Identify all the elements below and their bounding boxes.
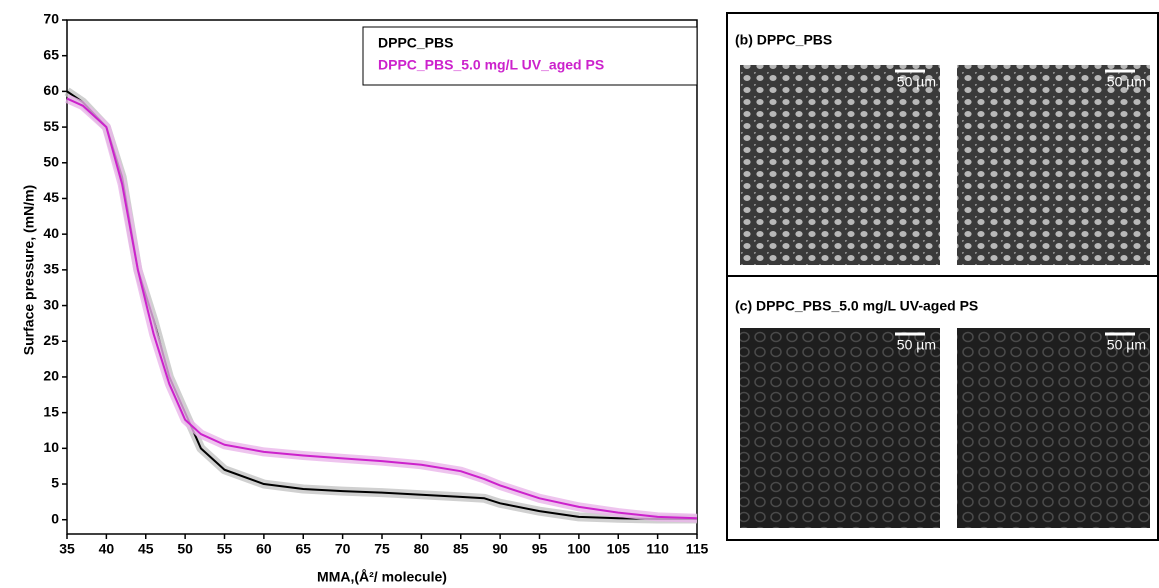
micrograph <box>740 65 940 265</box>
panel-label: (c) DPPC_PBS_5.0 mg/L UV-aged PS <box>735 298 978 314</box>
legend-label: DPPC_PBS_5.0 mg/L UV_aged PS <box>378 57 604 73</box>
x-tick-label: 55 <box>217 541 233 557</box>
y-tick-label: 60 <box>43 82 59 98</box>
y-tick-label: 65 <box>43 46 59 62</box>
y-tick-label: 5 <box>51 475 59 491</box>
x-tick-label: 60 <box>256 541 272 557</box>
x-tick-label: 100 <box>567 541 591 557</box>
line-band <box>64 87 697 524</box>
y-tick-label: 50 <box>43 153 59 169</box>
x-tick-label: 70 <box>335 541 351 557</box>
y-tick-label: 15 <box>43 403 59 419</box>
scale-bar-label: 50 µm <box>897 74 936 90</box>
x-tick-label: 40 <box>99 541 115 557</box>
legend-label: DPPC_PBS <box>378 35 453 51</box>
micrograph <box>957 65 1150 265</box>
y-tick-label: 55 <box>43 118 59 134</box>
x-tick-label: 50 <box>177 541 193 557</box>
y-tick-label: 35 <box>43 261 59 277</box>
y-tick-label: 20 <box>43 368 59 384</box>
line <box>66 97 698 520</box>
x-tick-label: 110 <box>646 541 669 557</box>
line-band <box>65 94 698 523</box>
y-tick-label: 25 <box>43 332 59 348</box>
scale-bar-label: 50 µm <box>1107 74 1146 90</box>
y-tick-label: 30 <box>43 296 59 312</box>
x-tick-label: 35 <box>59 541 75 557</box>
panel-label: (b) DPPC_PBS <box>735 32 832 48</box>
micrograph <box>740 328 940 528</box>
x-tick-label: 85 <box>453 541 469 557</box>
x-tick-label: 45 <box>138 541 154 557</box>
x-tick-label: 95 <box>532 541 548 557</box>
y-tick-label: 70 <box>43 11 59 27</box>
line <box>66 90 697 521</box>
x-tick-label: 75 <box>374 541 390 557</box>
y-tick-label: 40 <box>43 225 59 241</box>
y-axis-label: Surface pressure, (mN/m) <box>21 185 37 355</box>
micrograph <box>957 328 1150 528</box>
scale-bar-label: 50 µm <box>1107 337 1146 353</box>
x-tick-label: 90 <box>492 541 508 557</box>
scale-bar-label: 50 µm <box>897 337 936 353</box>
y-tick-label: 45 <box>43 189 59 205</box>
legend-box <box>362 26 698 86</box>
x-axis-label: MMA,(Å²/ molecule) <box>317 569 447 585</box>
x-tick-label: 80 <box>414 541 430 557</box>
x-tick-label: 105 <box>607 541 631 557</box>
y-tick-label: 10 <box>43 439 59 455</box>
x-tick-label: 65 <box>295 541 311 557</box>
y-tick-label: 0 <box>51 510 59 526</box>
x-tick-label: 115 <box>686 541 709 557</box>
